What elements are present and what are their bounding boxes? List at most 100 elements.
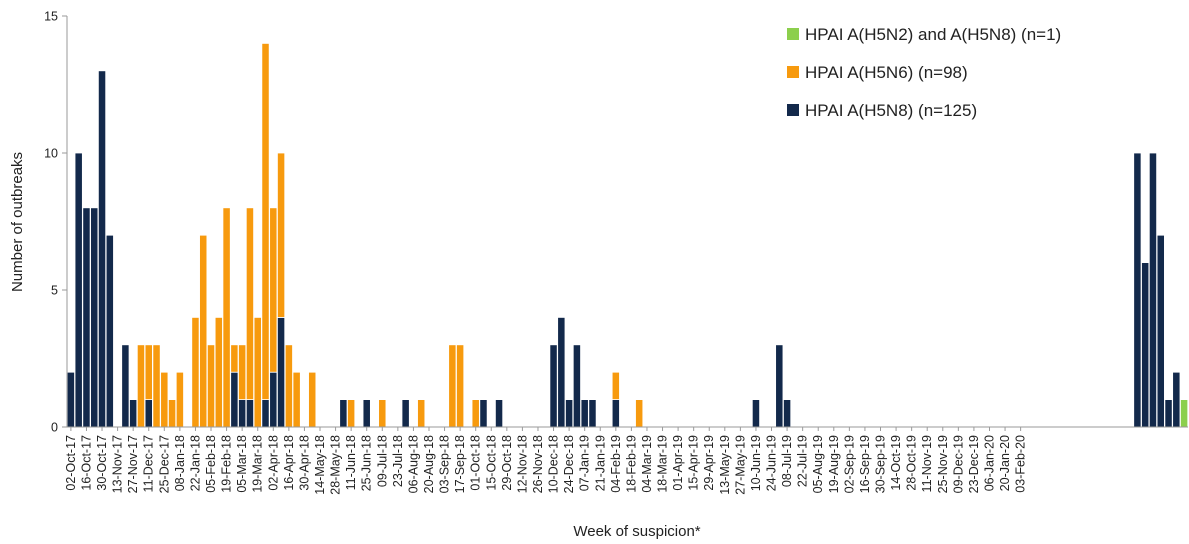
- x-axis: 02-Oct-17 16-Oct-17 30-Oct-17 13-Nov-17 27-N…: [64, 426, 1188, 495]
- bar-series0-38: [362, 399, 371, 428]
- bar-series1-28: [284, 344, 293, 428]
- x-tick-label-26: 01-Oct-18: [469, 435, 483, 491]
- x-tick-label-5: 11-Dec-17: [142, 435, 156, 492]
- x-tick-label-27: 15-Oct-18: [484, 435, 498, 491]
- bar-series0-3: [90, 207, 99, 428]
- x-tick-label-40: 15-Apr-19: [687, 435, 701, 491]
- y-tick-label-15: 15: [44, 10, 58, 24]
- x-tick-label-29: 12-Nov-18: [515, 435, 529, 493]
- y-axis-title: Number of outbreaks: [9, 152, 26, 292]
- bar-series1-9: [136, 344, 146, 428]
- bar-series1-12: [160, 371, 169, 428]
- bar-series1-45: [417, 399, 426, 428]
- bar-series1-27: [277, 152, 286, 318]
- x-tick-label-7: 08-Jan-18: [173, 435, 187, 491]
- bar-series0-4: [97, 70, 107, 428]
- x-tick-label-43: 27-May-19: [733, 435, 747, 495]
- bar-series1-50: [456, 344, 465, 428]
- bar-series0-7: [121, 344, 130, 428]
- bar-series0-1: [74, 152, 83, 428]
- x-tick-label-52: 30-Sep-19: [874, 435, 888, 493]
- bar-series0-27: [277, 316, 286, 428]
- x-tick-label-60: 20-Jan-20: [998, 435, 1012, 491]
- bar-series1-26: [269, 207, 278, 373]
- legend-label-0: HPAI A(H5N2) and A(H5N8) (n=1): [805, 25, 1061, 44]
- bar-series1-73: [635, 399, 644, 428]
- bar-series0-67: [588, 399, 597, 428]
- bar-series1-13: [168, 399, 177, 428]
- x-tick-label-8: 22-Jan-18: [188, 435, 202, 491]
- bar-series0-137: [1133, 152, 1142, 428]
- bar-series1-25: [261, 43, 270, 401]
- x-tick-label-35: 04-Feb-19: [609, 435, 623, 493]
- bar-series2-143: [1180, 399, 1189, 428]
- bar-series0-35: [339, 399, 348, 428]
- x-tick-label-24: 03-Sep-18: [438, 435, 452, 493]
- x-tick-label-33: 07-Jan-19: [578, 435, 592, 491]
- x-tick-label-57: 09-Dec-19: [951, 435, 965, 493]
- x-tick-label-56: 25-Nov-19: [936, 435, 950, 493]
- bar-series0-2: [82, 207, 91, 428]
- x-tick-label-9: 05-Feb-18: [204, 435, 218, 493]
- bar-series0-142: [1172, 371, 1181, 428]
- bar-series0-55: [494, 399, 504, 428]
- bar-series1-24: [253, 316, 262, 428]
- legend-label-1: HPAI A(H5N6) (n=98): [805, 63, 968, 82]
- legend-label-2: HPAI A(H5N8) (n=125): [805, 101, 977, 120]
- y-axis: 0 5 10 15: [44, 10, 68, 435]
- bar-series1-52: [471, 399, 480, 428]
- bar-series1-20: [222, 207, 231, 428]
- x-tick-label-13: 02-Apr-18: [266, 435, 280, 491]
- x-tick-label-54: 28-Oct-19: [905, 435, 919, 491]
- x-tick-label-22: 06-Aug-18: [406, 435, 420, 493]
- bar-series0-5: [105, 234, 114, 428]
- x-tick-label-12: 19-Mar-18: [251, 435, 265, 493]
- y-tick-label-0: 0: [51, 421, 58, 435]
- x-tick-label-10: 19-Feb-18: [220, 435, 234, 493]
- x-tick-label-55: 11-Nov-19: [920, 435, 934, 492]
- x-tick-label-49: 19-Aug-19: [827, 435, 841, 493]
- bar-series1-29: [292, 371, 301, 428]
- bar-series0-8: [129, 399, 138, 428]
- bar-series1-10: [144, 344, 153, 400]
- x-tick-label-18: 11-Jun-18: [344, 435, 358, 490]
- x-tick-label-14: 16-Apr-18: [282, 435, 296, 491]
- bar-series1-19: [214, 316, 223, 428]
- x-tick-label-58: 23-Dec-19: [967, 435, 981, 493]
- x-tick-label-45: 24-Jun-19: [765, 435, 779, 491]
- x-tick-label-25: 17-Sep-18: [453, 435, 467, 493]
- bar-series0-23: [245, 399, 254, 428]
- bar-series0-65: [572, 344, 581, 428]
- bar-series0-70: [611, 399, 620, 428]
- x-tick-label-46: 08-Jul-19: [780, 435, 794, 487]
- x-tick-label-23: 20-Aug-18: [422, 435, 436, 493]
- x-tick-label-51: 16-Sep-19: [858, 435, 872, 493]
- bar-series0-88: [751, 399, 761, 428]
- x-tick-label-53: 14-Oct-19: [889, 435, 903, 491]
- bar-series0-91: [775, 344, 784, 428]
- bar-series0-10: [144, 399, 153, 428]
- bar-series0-43: [401, 399, 410, 428]
- x-tick-label-0: 02-Oct-17: [64, 435, 78, 491]
- bar-series1-23: [245, 207, 254, 401]
- bar-series1-18: [206, 344, 216, 428]
- x-tick-label-34: 21-Jan-19: [593, 435, 607, 491]
- bar-series1-17: [199, 234, 208, 428]
- bar-series1-36: [347, 399, 356, 428]
- x-tick-label-17: 28-May-18: [329, 435, 343, 495]
- x-tick-label-44: 10-Jun-19: [749, 435, 763, 491]
- x-tick-label-6: 25-Dec-17: [157, 435, 171, 493]
- bar-series1-11: [152, 344, 161, 428]
- x-tick-label-48: 05-Aug-19: [811, 435, 825, 493]
- bar-series1-16: [191, 316, 200, 428]
- bar-series0-139: [1148, 152, 1158, 428]
- bar-series0-138: [1141, 262, 1150, 428]
- x-tick-label-31: 10-Dec-18: [547, 435, 561, 493]
- y-tick-label-10: 10: [44, 147, 58, 161]
- x-tick-label-1: 16-Oct-17: [79, 435, 93, 491]
- bar-series1-49: [448, 344, 457, 428]
- bar-series0-141: [1164, 399, 1173, 428]
- legend-swatch-1: [787, 66, 799, 78]
- bar-series0-66: [580, 399, 589, 428]
